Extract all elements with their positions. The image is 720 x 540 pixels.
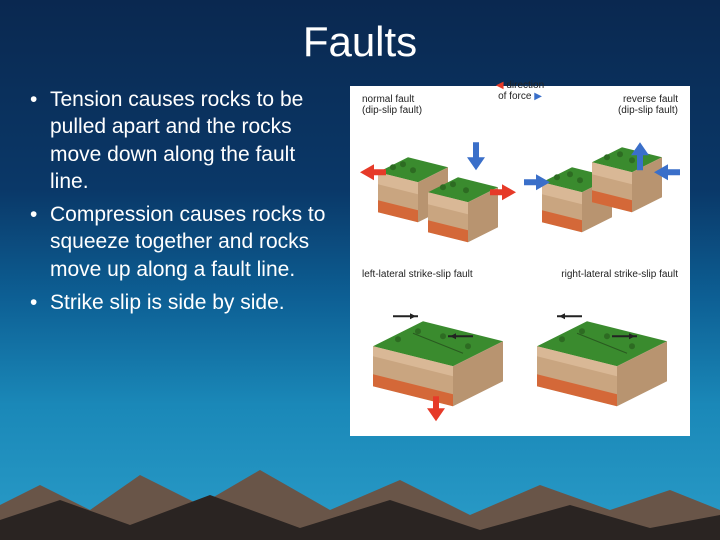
left-lateral-panel (358, 284, 518, 429)
bullet-item: Strike slip is side by side. (30, 289, 330, 316)
fault-diagram: normal fault (dip-slip fault) reverse fa… (350, 86, 690, 436)
normal-fault-panel (358, 120, 518, 265)
right-lateral-panel (522, 284, 682, 429)
content-area: Tension causes rocks to be pulled apart … (0, 66, 720, 436)
diagram-label-left-lateral: left-lateral strike-slip fault (358, 269, 518, 280)
slide-title: Faults (0, 0, 720, 66)
bullet-item: Tension causes rocks to be pulled apart … (30, 86, 330, 195)
mountain-decoration (0, 450, 720, 540)
bullet-item: Compression causes rocks to squeeze toge… (30, 201, 330, 283)
diagram-label-right-lateral: right-lateral strike-slip fault (522, 269, 682, 280)
down-arrow-icon (467, 142, 485, 170)
diagram-label-direction: ◀ direction of force ▶ (496, 80, 544, 102)
reverse-fault-panel (522, 120, 682, 265)
bullet-column: Tension causes rocks to be pulled apart … (30, 86, 330, 436)
